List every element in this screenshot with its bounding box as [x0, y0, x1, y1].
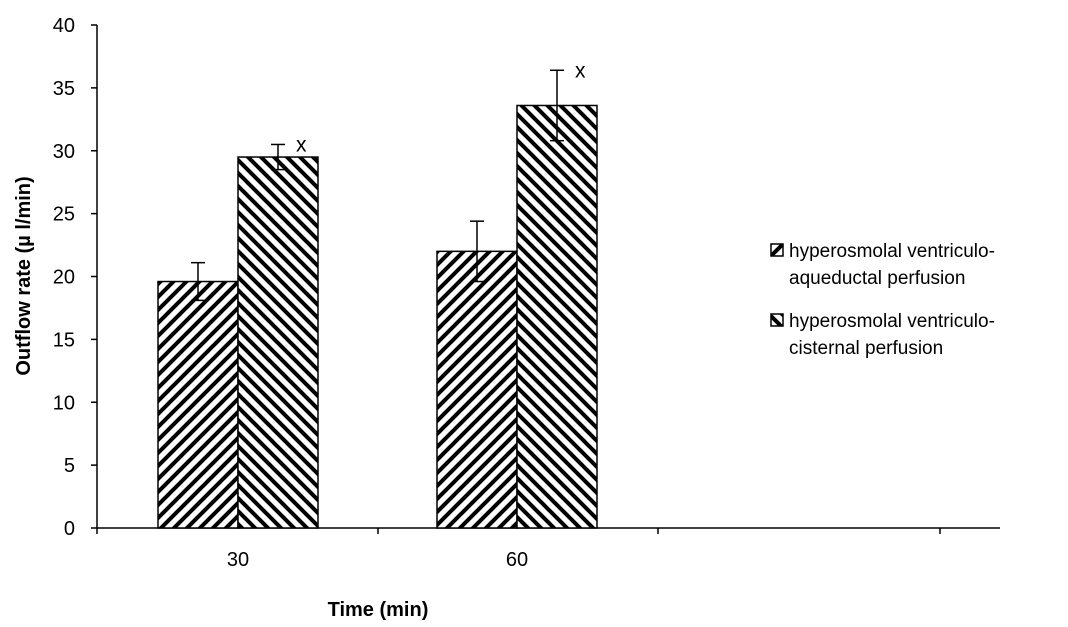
legend-swatch-2: [770, 313, 784, 327]
x-axis-title: Time (min): [328, 599, 429, 621]
significance-marker: x: [575, 59, 586, 82]
legend-label-1: aqueductal perfusion: [789, 268, 965, 289]
bar-1-30: [157, 280, 239, 529]
y-tick-label: 35: [53, 78, 75, 100]
bars: xx: [157, 59, 598, 529]
y-axis-title: Outflow rate (µ l/min): [13, 176, 35, 375]
y-axis: 0 5 10 15 20 25 30 35 40: [53, 15, 98, 540]
x-ticks: 30 60: [96, 528, 941, 571]
y-tick-label: 40: [53, 15, 75, 37]
y-tick-label: 15: [53, 329, 75, 351]
x-axis: 30 60: [96, 527, 1000, 571]
y-tick-label: 20: [53, 267, 75, 289]
y-tick-label: 25: [53, 204, 75, 226]
y-tick-label: 30: [53, 141, 75, 163]
x-tick-label: 60: [506, 549, 528, 571]
legend-label-2: cisternal perfusion: [789, 338, 943, 359]
y-tick-label: 10: [53, 392, 75, 414]
y-tick-label: 5: [64, 455, 75, 477]
legend: hyperosmolal ventriculo-aqueductal perfu…: [770, 241, 995, 359]
legend-swatch-1: [770, 243, 784, 257]
x-tick-label: 30: [227, 549, 249, 571]
bar-2-60: [516, 104, 598, 529]
y-ticks: 0 5 10 15 20 25 30 35 40: [53, 15, 97, 540]
legend-label-2: hyperosmolal ventriculo-: [789, 311, 995, 332]
bar-2-30: [237, 156, 319, 529]
y-tick-label: 0: [64, 518, 75, 540]
significance-marker: x: [296, 133, 307, 156]
bar-1-60: [436, 250, 518, 529]
legend-label-1: hyperosmolal ventriculo-: [789, 241, 995, 262]
